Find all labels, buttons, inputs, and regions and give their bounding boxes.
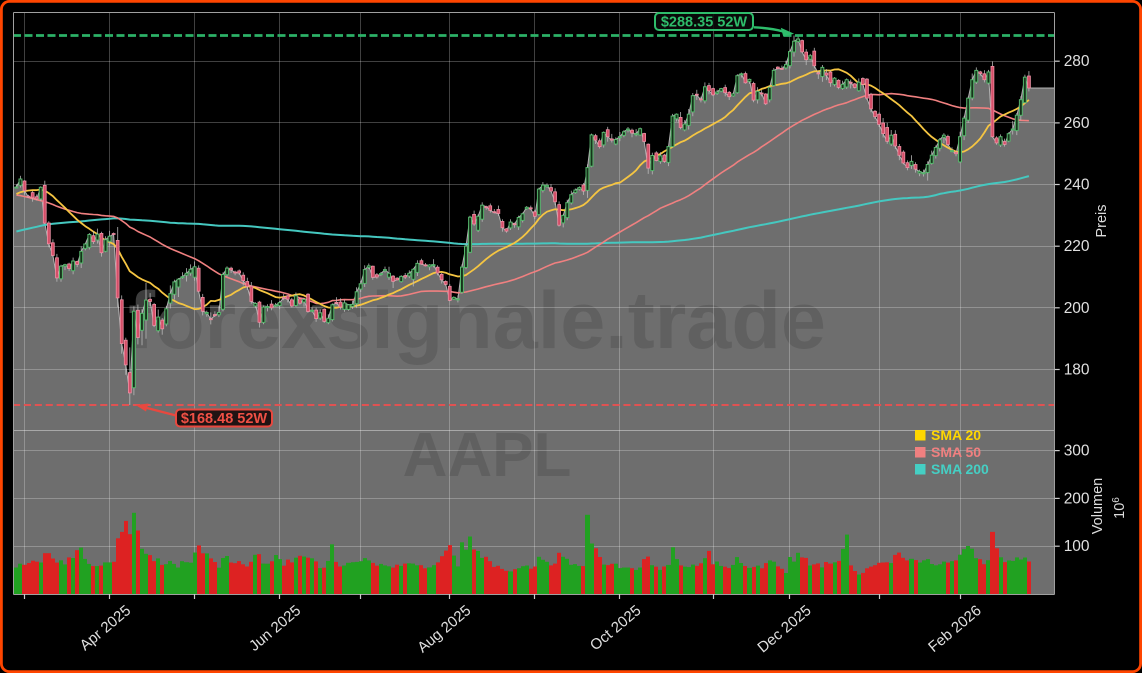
svg-text:100: 100 (1064, 538, 1090, 555)
svg-text:200: 200 (1064, 490, 1090, 507)
svg-text:$168.48 52W: $168.48 52W (181, 411, 268, 427)
svg-text:Preis: Preis (1094, 204, 1110, 237)
svg-text:260: 260 (1064, 115, 1090, 132)
svg-text:180: 180 (1064, 362, 1090, 379)
svg-text:$288.35 52W: $288.35 52W (661, 15, 748, 31)
svg-text:240: 240 (1064, 177, 1090, 194)
svg-text:280: 280 (1064, 53, 1090, 70)
svg-text:300: 300 (1064, 443, 1090, 460)
svg-text:Volumen: Volumen (1090, 478, 1106, 534)
svg-text:SMA 20: SMA 20 (931, 427, 981, 443)
svg-text:200: 200 (1064, 300, 1090, 317)
svg-text:forexsignale.trade: forexsignale.trade (128, 276, 826, 366)
svg-text:220: 220 (1064, 238, 1090, 255)
svg-text:SMA 50: SMA 50 (931, 444, 981, 460)
svg-text:SMA 200: SMA 200 (931, 461, 989, 477)
svg-text:AAPL: AAPL (403, 421, 572, 490)
